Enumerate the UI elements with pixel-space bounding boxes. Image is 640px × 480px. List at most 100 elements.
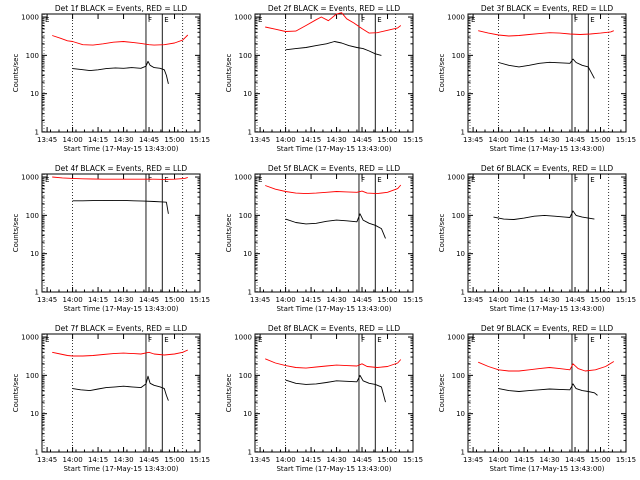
time-marker-label: E — [590, 176, 594, 184]
lld-series-line — [478, 30, 614, 37]
events-series-line — [498, 383, 598, 396]
x-axis-label: Start Time (17-May-15 13:43:00) — [489, 145, 604, 153]
time-marker-label: F — [361, 176, 365, 184]
x-tick-label: 14:30 — [539, 296, 559, 304]
y-tick-label: 10 — [456, 90, 465, 98]
x-tick-label: 14:45 — [565, 296, 585, 304]
panel-det-1: Det 1f BLACK = Events, RED = LLD 1 10 100 10… — [12, 4, 210, 153]
y-tick-label: 100 — [452, 372, 465, 380]
x-tick-label: 14:30 — [539, 136, 559, 144]
time-marker-label: F — [148, 336, 152, 344]
x-tick-label: 15:15 — [616, 136, 636, 144]
y-axis-label: Counts/sec — [438, 54, 446, 93]
y-axis-label: Counts/sec — [225, 374, 233, 413]
y-tick-label: 10 — [243, 250, 252, 258]
x-tick-label: 15:00 — [164, 456, 184, 464]
x-tick-label: 13:45 — [463, 296, 483, 304]
panel-det-6: Det 6f BLACK = Events, RED = LLD 1 10 100 10… — [438, 164, 636, 313]
x-tick-label: 13:45 — [250, 456, 270, 464]
x-tick-label: 13:45 — [37, 136, 57, 144]
time-marker-label: E — [377, 336, 381, 344]
time-marker-label: E — [590, 336, 594, 344]
panel-det-9: Det 9f BLACK = Events, RED = LLD 1 10 100 10… — [438, 324, 636, 473]
y-tick-label: 1 — [248, 289, 252, 297]
x-tick-label: 14:45 — [352, 456, 372, 464]
lld-series-line — [52, 176, 188, 180]
plot-frame — [41, 173, 201, 293]
events-series-line — [285, 41, 382, 56]
edge-marker-label: E — [471, 176, 475, 184]
time-marker-label: E — [164, 176, 168, 184]
y-tick-label: 1000 — [234, 334, 252, 342]
panel-title: Det 4f BLACK = Events, RED = LLD — [55, 164, 188, 173]
x-tick-label: 13:45 — [250, 136, 270, 144]
y-tick-label: 1000 — [21, 334, 39, 342]
x-tick-label: 14:30 — [113, 136, 133, 144]
x-tick-label: 14:45 — [565, 456, 585, 464]
x-tick-label: 14:45 — [139, 136, 159, 144]
x-tick-label: 15:00 — [164, 296, 184, 304]
y-tick-label: 10 — [30, 410, 39, 418]
x-tick-label: 15:00 — [590, 296, 610, 304]
edge-marker-label: E — [45, 16, 49, 24]
y-tick-label: 1 — [35, 289, 39, 297]
events-series-line — [285, 213, 386, 239]
panel-title: Det 3f BLACK = Events, RED = LLD — [481, 4, 614, 13]
x-tick-label: 13:45 — [250, 296, 270, 304]
y-axis-label: Counts/sec — [225, 54, 233, 93]
x-axis-label: Start Time (17-May-15 13:43:00) — [489, 465, 604, 473]
x-tick-label: 14:45 — [565, 136, 585, 144]
time-marker-label: F — [148, 176, 152, 184]
lld-series-line — [478, 361, 615, 372]
x-axis-label: Start Time (17-May-15 13:43:00) — [276, 465, 391, 473]
y-tick-label: 10 — [456, 410, 465, 418]
y-tick-label: 1 — [35, 449, 39, 457]
x-tick-label: 14:15 — [514, 296, 534, 304]
x-tick-label: 15:15 — [190, 456, 210, 464]
y-tick-label: 100 — [452, 212, 465, 220]
panel-det-7: Det 7f BLACK = Events, RED = LLD 1 10 100 10… — [12, 324, 210, 473]
edge-marker-label: E — [258, 176, 262, 184]
panel-title: Det 5f BLACK = Events, RED = LLD — [268, 164, 401, 173]
events-series-line — [493, 210, 595, 220]
x-tick-label: 14:00 — [62, 456, 82, 464]
plot-frame — [467, 173, 627, 293]
time-marker-label: E — [590, 16, 594, 24]
edge-marker-label: E — [45, 336, 49, 344]
x-tick-label: 13:45 — [37, 456, 57, 464]
x-tick-label: 14:00 — [488, 136, 508, 144]
x-tick-label: 14:00 — [488, 456, 508, 464]
events-series-line — [72, 375, 169, 401]
y-axis-label: Counts/sec — [12, 214, 20, 253]
x-tick-label: 15:15 — [190, 296, 210, 304]
plot-frame — [254, 13, 414, 133]
x-tick-label: 15:15 — [403, 296, 423, 304]
plot-frame — [467, 333, 627, 453]
time-marker-label: E — [164, 16, 168, 24]
lld-series-line — [52, 349, 188, 357]
x-tick-label: 15:00 — [377, 136, 397, 144]
panel-title: Det 1f BLACK = Events, RED = LLD — [55, 4, 188, 13]
y-tick-label: 100 — [452, 52, 465, 60]
y-tick-label: 1000 — [447, 334, 465, 342]
x-axis-label: Start Time (17-May-15 13:43:00) — [276, 145, 391, 153]
panel-det-5: Det 5f BLACK = Events, RED = LLD 1 10 100 10… — [225, 164, 423, 313]
x-tick-label: 14:00 — [62, 136, 82, 144]
panel-title: Det 7f BLACK = Events, RED = LLD — [55, 324, 188, 333]
x-tick-label: 14:45 — [352, 296, 372, 304]
y-axis-label: Counts/sec — [12, 374, 20, 413]
x-tick-label: 14:30 — [113, 296, 133, 304]
y-tick-label: 1000 — [447, 174, 465, 182]
edge-marker-label: E — [471, 336, 475, 344]
x-tick-label: 14:15 — [301, 296, 321, 304]
x-tick-label: 14:45 — [139, 296, 159, 304]
y-tick-label: 10 — [456, 250, 465, 258]
x-tick-label: 14:45 — [352, 136, 372, 144]
x-tick-label: 14:00 — [275, 456, 295, 464]
edge-marker-label: E — [45, 176, 49, 184]
x-axis-label: Start Time (17-May-15 13:43:00) — [276, 305, 391, 313]
x-tick-label: 15:00 — [590, 456, 610, 464]
y-tick-label: 1 — [461, 129, 465, 137]
panel-det-3: Det 3f BLACK = Events, RED = LLD 1 10 100 10… — [438, 4, 636, 153]
x-tick-label: 14:00 — [275, 136, 295, 144]
